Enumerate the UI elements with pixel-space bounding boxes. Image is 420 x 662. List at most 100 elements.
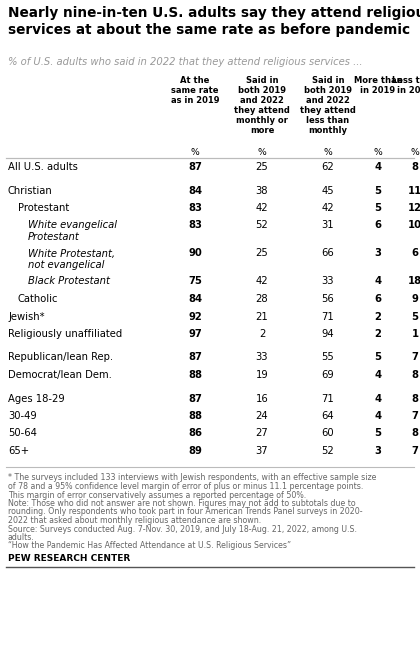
Text: of 78 and a 95% confidence level margin of error of plus or minus 11.1 percentag: of 78 and a 95% confidence level margin …: [8, 482, 363, 491]
Text: 84: 84: [188, 294, 202, 304]
Text: %: %: [374, 148, 382, 157]
Text: Nearly nine-in-ten U.S. adults say they attend religious
services at about the s: Nearly nine-in-ten U.S. adults say they …: [8, 6, 420, 37]
Text: Religiously unaffiliated: Religiously unaffiliated: [8, 329, 122, 339]
Text: %: %: [257, 148, 266, 157]
Text: %: %: [411, 148, 420, 157]
Text: 3: 3: [375, 446, 381, 456]
Text: 42: 42: [322, 203, 334, 213]
Text: Christian: Christian: [8, 185, 53, 195]
Text: 4: 4: [375, 277, 381, 287]
Text: 88: 88: [188, 411, 202, 421]
Text: Less than
in 2019: Less than in 2019: [392, 76, 420, 95]
Text: 30-49: 30-49: [8, 411, 37, 421]
Text: 83: 83: [188, 203, 202, 213]
Text: 2: 2: [259, 329, 265, 339]
Text: 5: 5: [375, 185, 381, 195]
Text: 37: 37: [256, 446, 268, 456]
Text: 87: 87: [188, 352, 202, 363]
Text: 8: 8: [412, 162, 418, 172]
Text: This margin of error conservatively assumes a reported percentage of 50%.: This margin of error conservatively assu…: [8, 491, 306, 500]
Text: 89: 89: [188, 446, 202, 456]
Text: Ages 18-29: Ages 18-29: [8, 393, 65, 404]
Text: White Protestant,
not evangelical: White Protestant, not evangelical: [28, 248, 115, 269]
Text: 10: 10: [408, 220, 420, 230]
Text: Democrat/lean Dem.: Democrat/lean Dem.: [8, 370, 112, 380]
Text: 8: 8: [412, 393, 418, 404]
Text: 1: 1: [412, 329, 419, 339]
Text: 97: 97: [188, 329, 202, 339]
Text: Said in
both 2019
and 2022
they attend
less than
monthly: Said in both 2019 and 2022 they attend l…: [300, 76, 356, 135]
Text: More than
in 2019: More than in 2019: [354, 76, 402, 95]
Text: 12: 12: [408, 203, 420, 213]
Text: 11: 11: [408, 185, 420, 195]
Text: 42: 42: [256, 203, 268, 213]
Text: 5: 5: [375, 352, 381, 363]
Text: 4: 4: [375, 411, 381, 421]
Text: 87: 87: [188, 162, 202, 172]
Text: 62: 62: [322, 162, 334, 172]
Text: rounding. Only respondents who took part in four American Trends Panel surveys i: rounding. Only respondents who took part…: [8, 508, 362, 516]
Text: 4: 4: [375, 393, 381, 404]
Text: 83: 83: [188, 220, 202, 230]
Text: 92: 92: [188, 312, 202, 322]
Text: Black Protestant: Black Protestant: [28, 277, 110, 287]
Text: %: %: [324, 148, 332, 157]
Text: 84: 84: [188, 185, 202, 195]
Text: 75: 75: [188, 277, 202, 287]
Text: 56: 56: [322, 294, 334, 304]
Text: 55: 55: [322, 352, 334, 363]
Text: 6: 6: [375, 220, 381, 230]
Text: Note: Those who did not answer are not shown. Figures may not add to subtotals d: Note: Those who did not answer are not s…: [8, 499, 356, 508]
Text: 5: 5: [375, 428, 381, 438]
Text: 90: 90: [188, 248, 202, 258]
Text: “How the Pandemic Has Affected Attendance at U.S. Religious Services”: “How the Pandemic Has Affected Attendanc…: [8, 542, 291, 551]
Text: 87: 87: [188, 393, 202, 404]
Text: 21: 21: [256, 312, 268, 322]
Text: 69: 69: [322, 370, 334, 380]
Text: Source: Surveys conducted Aug. 7-Nov. 30, 2019, and July 18-Aug. 21, 2022, among: Source: Surveys conducted Aug. 7-Nov. 30…: [8, 524, 357, 534]
Text: 28: 28: [256, 294, 268, 304]
Text: 94: 94: [322, 329, 334, 339]
Text: 4: 4: [375, 162, 381, 172]
Text: 27: 27: [256, 428, 268, 438]
Text: PEW RESEARCH CENTER: PEW RESEARCH CENTER: [8, 554, 130, 563]
Text: 8: 8: [412, 428, 418, 438]
Text: 50-64: 50-64: [8, 428, 37, 438]
Text: 52: 52: [256, 220, 268, 230]
Text: 3: 3: [375, 248, 381, 258]
Text: 2: 2: [375, 312, 381, 322]
Text: 7: 7: [412, 352, 418, 363]
Text: 6: 6: [375, 294, 381, 304]
Text: Catholic: Catholic: [18, 294, 58, 304]
Text: adults.: adults.: [8, 533, 35, 542]
Text: 5: 5: [412, 312, 418, 322]
Text: 38: 38: [256, 185, 268, 195]
Text: Said in
both 2019
and 2022
they attend
monthly or
more: Said in both 2019 and 2022 they attend m…: [234, 76, 290, 135]
Text: 18: 18: [408, 277, 420, 287]
Text: 16: 16: [256, 393, 268, 404]
Text: 33: 33: [256, 352, 268, 363]
Text: 5: 5: [375, 203, 381, 213]
Text: 60: 60: [322, 428, 334, 438]
Text: Jewish*: Jewish*: [8, 312, 45, 322]
Text: 65+: 65+: [8, 446, 29, 456]
Text: 24: 24: [256, 411, 268, 421]
Text: * The surveys included 133 interviews with Jewish respondents, with an effective: * The surveys included 133 interviews wi…: [8, 473, 376, 483]
Text: 33: 33: [322, 277, 334, 287]
Text: 88: 88: [188, 370, 202, 380]
Text: 4: 4: [375, 370, 381, 380]
Text: 7: 7: [412, 446, 418, 456]
Text: 52: 52: [322, 446, 334, 456]
Text: 8: 8: [412, 370, 418, 380]
Text: 19: 19: [256, 370, 268, 380]
Text: 86: 86: [188, 428, 202, 438]
Text: Republican/lean Rep.: Republican/lean Rep.: [8, 352, 113, 363]
Text: 45: 45: [322, 185, 334, 195]
Text: 64: 64: [322, 411, 334, 421]
Text: 66: 66: [322, 248, 334, 258]
Text: 42: 42: [256, 277, 268, 287]
Text: 25: 25: [256, 162, 268, 172]
Text: 71: 71: [322, 393, 334, 404]
Text: % of U.S. adults who said in 2022 that they attend religious services ...: % of U.S. adults who said in 2022 that t…: [8, 57, 362, 67]
Text: White evangelical
Protestant: White evangelical Protestant: [28, 220, 117, 242]
